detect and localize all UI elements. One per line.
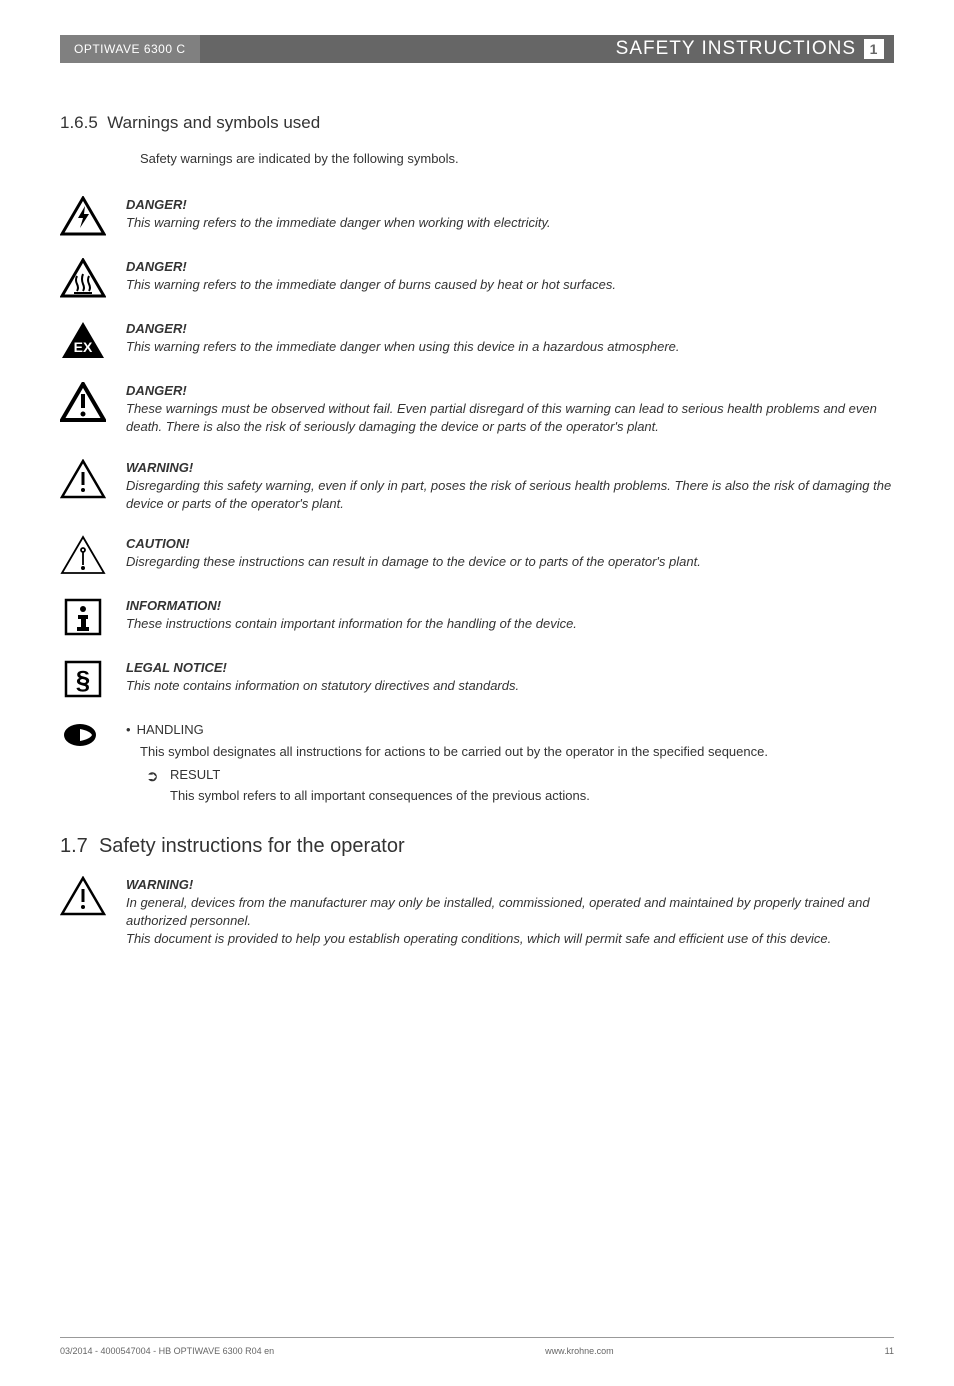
note-body: This note contains information on statut… <box>126 677 894 695</box>
section-title: Safety instructions for the operator <box>99 835 405 857</box>
result-label: RESULT <box>170 766 220 784</box>
lightning-triangle-icon <box>60 196 106 236</box>
handling-label: HANDLING <box>137 721 204 739</box>
section-title-bar: SAFETY INSTRUCTIONS 1 <box>200 35 894 63</box>
heat-triangle-icon <box>60 258 106 298</box>
ex-triangle-icon: EX <box>60 320 106 360</box>
hand-pointing-icon <box>60 721 106 749</box>
warning-note: WARNING! Disregarding this safety warnin… <box>60 459 894 514</box>
danger-ex-note: EX DANGER! This warning refers to the im… <box>60 320 894 360</box>
caution-triangle-icon <box>60 535 106 575</box>
exclaim-triangle-icon <box>60 876 106 916</box>
note-title: WARNING! <box>126 876 894 894</box>
page-content: 1.6.5 Warnings and symbols used Safety w… <box>0 63 954 948</box>
note-title: WARNING! <box>126 459 894 477</box>
note-body: Disregarding this safety warning, even i… <box>126 477 894 513</box>
subsection-number: 1.6.5 <box>60 113 98 132</box>
intro-text: Safety warnings are indicated by the fol… <box>140 151 894 166</box>
note-title: DANGER! <box>126 258 894 276</box>
caution-note: CAUTION! Disregarding these instructions… <box>60 535 894 575</box>
note-body: This warning refers to the immediate dan… <box>126 338 894 356</box>
handling-desc: This symbol designates all instructions … <box>140 743 894 761</box>
exclaim-triangle-bold-icon <box>60 382 106 422</box>
note-title: DANGER! <box>126 196 894 214</box>
information-note: INFORMATION! These instructions contain … <box>60 597 894 637</box>
page-footer: 03/2014 - 4000547004 - HB OPTIWAVE 6300 … <box>60 1337 894 1356</box>
danger-electricity-note: DANGER! This warning refers to the immed… <box>60 196 894 236</box>
product-name: OPTIWAVE 6300 C <box>60 35 200 63</box>
section-title: SAFETY INSTRUCTIONS <box>616 38 856 60</box>
section-heading: 1.7 Safety instructions for the operator <box>60 835 894 858</box>
exclaim-triangle-icon <box>60 459 106 499</box>
svg-text:§: § <box>76 665 90 695</box>
note-body: This warning refers to the immediate dan… <box>126 276 894 294</box>
note-body: These instructions contain important inf… <box>126 615 894 633</box>
note-title: INFORMATION! <box>126 597 894 615</box>
operator-warning-note: WARNING! In general, devices from the ma… <box>60 876 894 949</box>
section-number-badge: 1 <box>864 39 884 59</box>
note-body: In general, devices from the manufacture… <box>126 894 894 949</box>
danger-heat-note: DANGER! This warning refers to the immed… <box>60 258 894 298</box>
page-header: OPTIWAVE 6300 C SAFETY INSTRUCTIONS 1 <box>60 35 894 63</box>
note-title: CAUTION! <box>126 535 894 553</box>
info-box-icon <box>60 597 106 637</box>
section-number: 1.7 <box>60 835 88 857</box>
note-title: LEGAL NOTICE! <box>126 659 894 677</box>
footer-right: 11 <box>885 1346 894 1356</box>
note-body: These warnings must be observed without … <box>126 400 894 436</box>
subsection-heading: 1.6.5 Warnings and symbols used <box>60 113 894 133</box>
note-title: DANGER! <box>126 320 894 338</box>
bullet-symbol: • <box>126 721 131 739</box>
svg-text:EX: EX <box>74 339 93 355</box>
note-body: Disregarding these instructions can resu… <box>126 553 894 571</box>
note-body: This warning refers to the immediate dan… <box>126 214 894 232</box>
handling-note: • HANDLING This symbol designates all in… <box>60 721 894 805</box>
legal-notice-note: § LEGAL NOTICE! This note contains infor… <box>60 659 894 699</box>
footer-left: 03/2014 - 4000547004 - HB OPTIWAVE 6300 … <box>60 1346 274 1356</box>
note-title: DANGER! <box>126 382 894 400</box>
danger-general-note: DANGER! These warnings must be observed … <box>60 382 894 437</box>
subsection-title: Warnings and symbols used <box>107 113 320 132</box>
result-desc: This symbol refers to all important cons… <box>170 787 894 805</box>
footer-center: www.krohne.com <box>545 1346 614 1356</box>
result-symbol: ➲ <box>146 766 170 787</box>
section-box-icon: § <box>60 659 106 699</box>
